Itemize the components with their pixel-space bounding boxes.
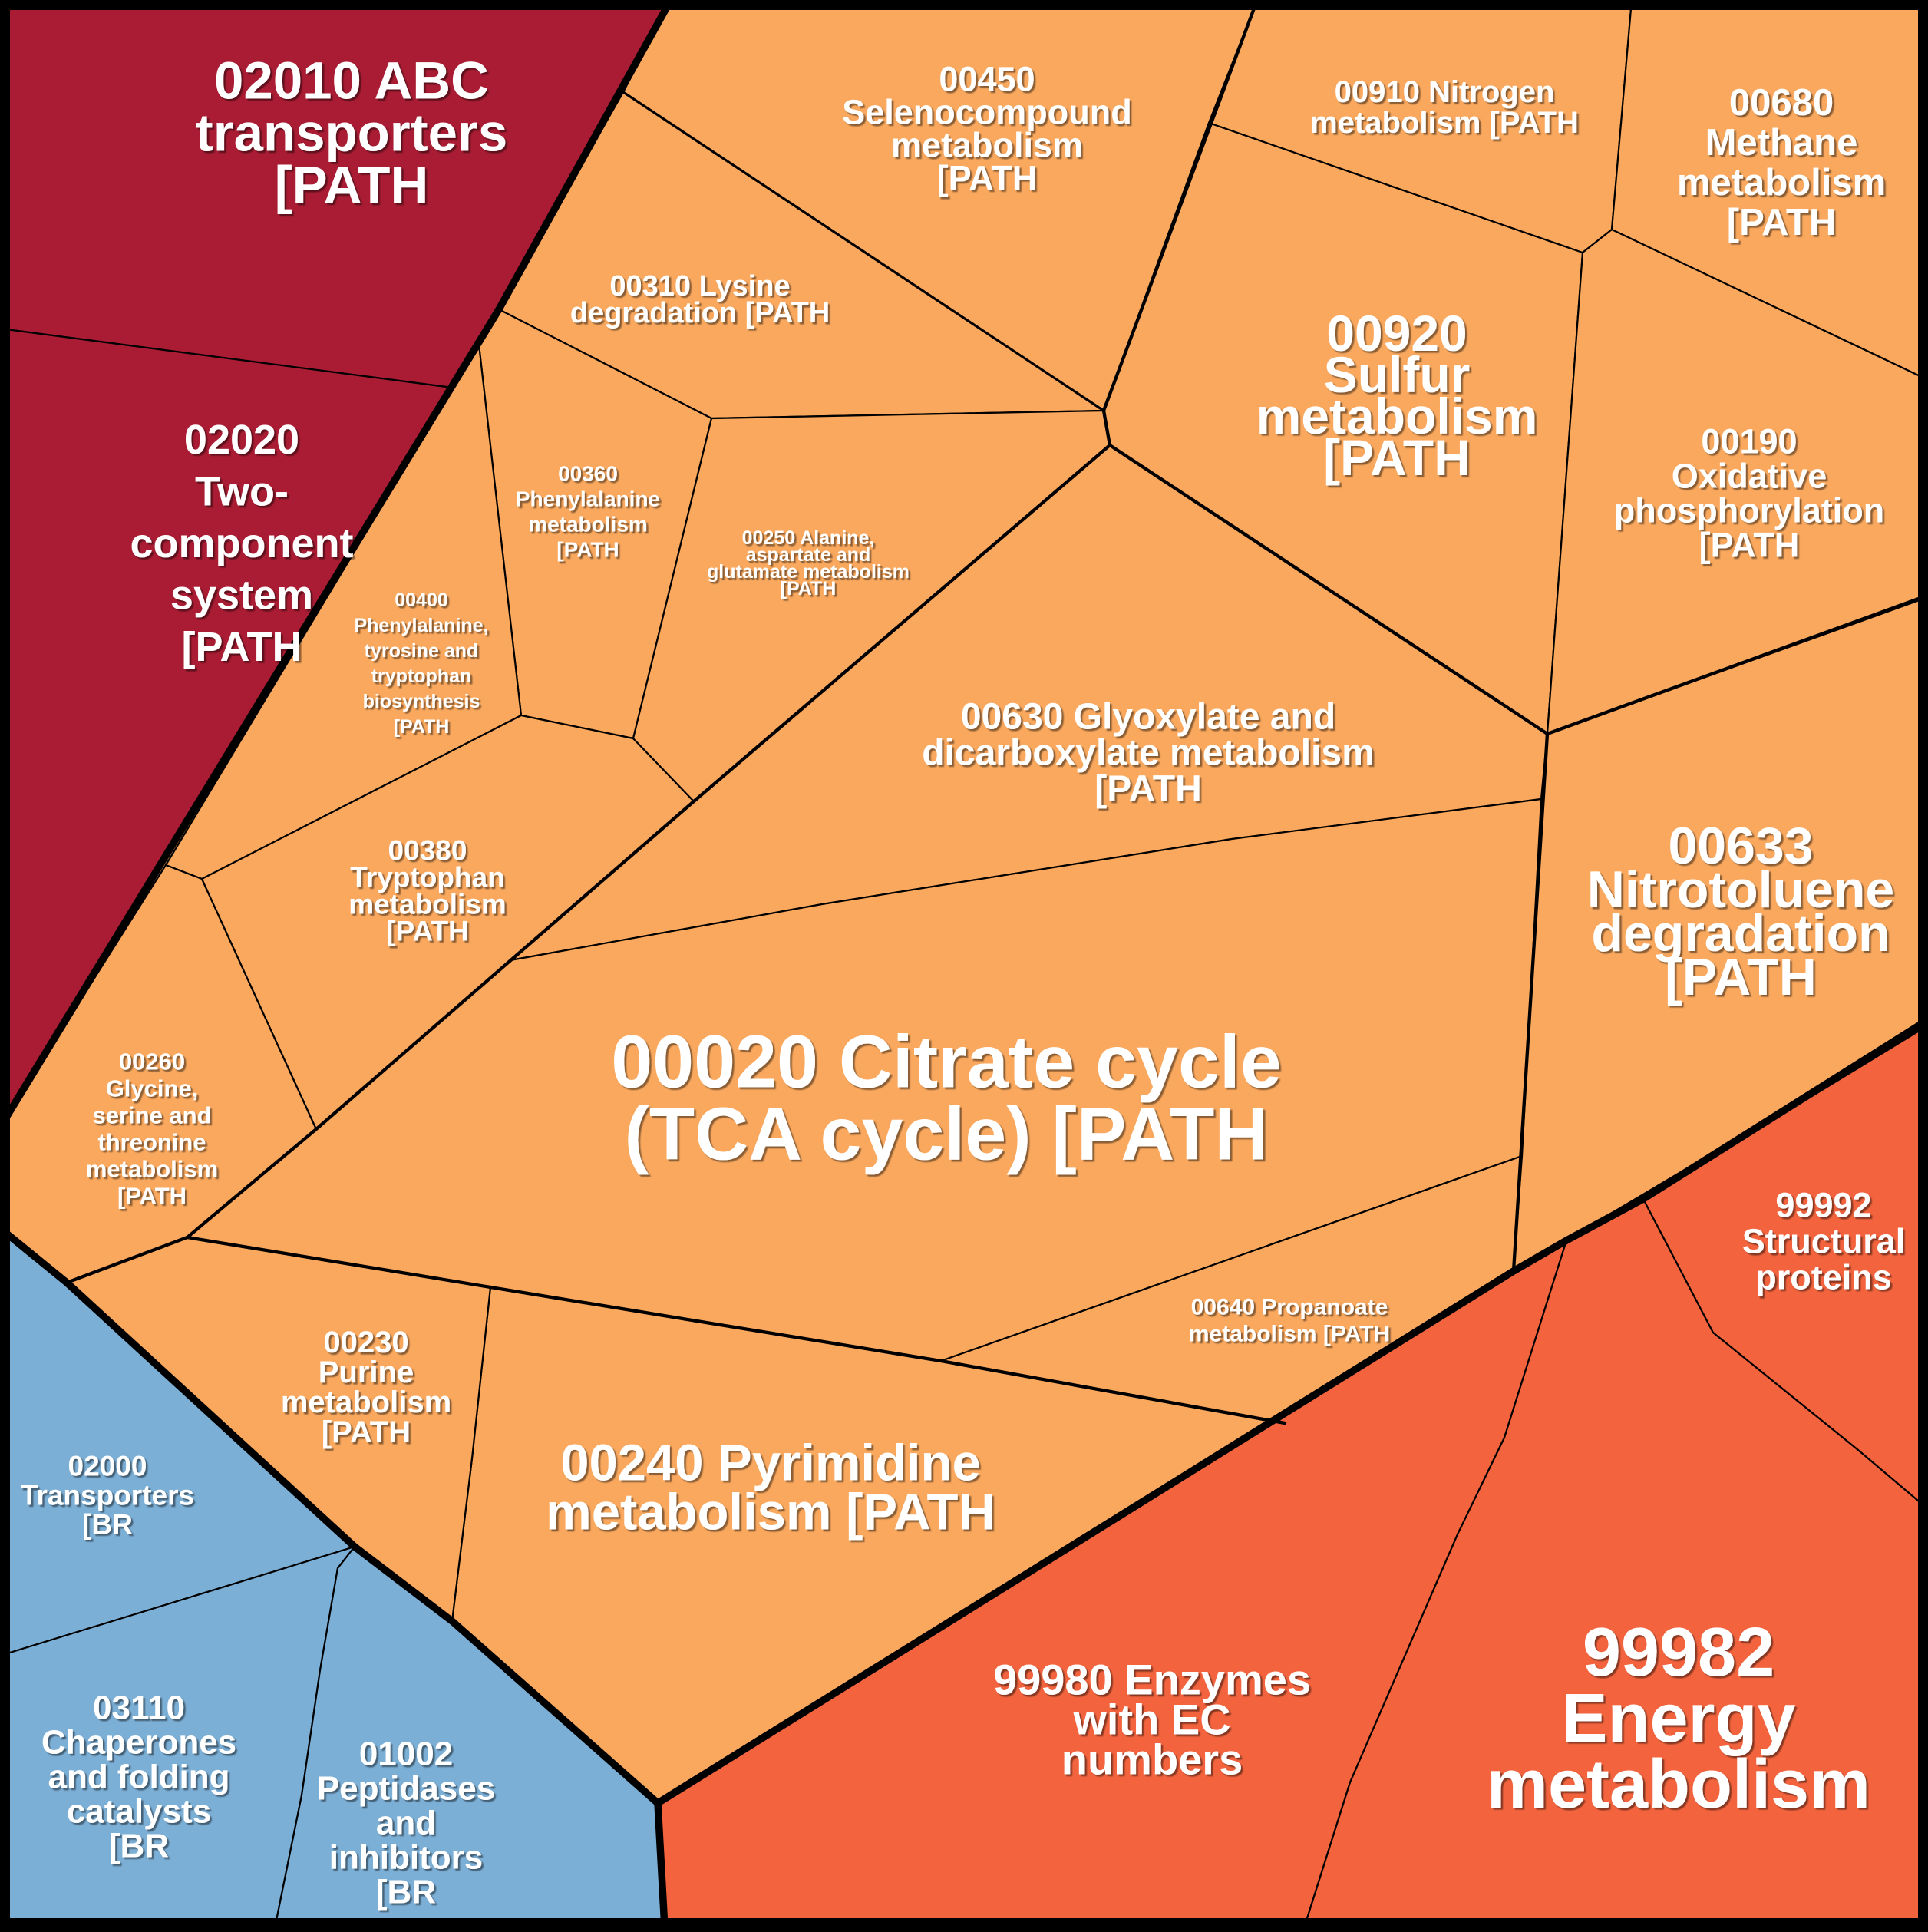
svg-text:aspartate and: aspartate and [746, 544, 871, 566]
svg-text:Methane: Methane [1705, 122, 1858, 163]
svg-text:[PATH: [PATH [117, 1183, 187, 1210]
svg-text:metabolism: metabolism [891, 126, 1083, 165]
svg-text:00630 Glyoxylate and: 00630 Glyoxylate and [961, 697, 1335, 738]
svg-text:numbers: numbers [1061, 1735, 1243, 1784]
svg-text:Energy: Energy [1561, 1680, 1795, 1757]
svg-text:03110: 03110 [93, 1689, 185, 1727]
svg-text:[PATH: [PATH [937, 159, 1038, 198]
svg-text:degradation: degradation [1591, 904, 1890, 963]
svg-text:00260: 00260 [119, 1049, 185, 1075]
svg-text:Nitrotoluene: Nitrotoluene [1587, 860, 1894, 919]
svg-text:[PATH: [PATH [781, 578, 837, 599]
svg-text:[PATH: [PATH [556, 538, 619, 562]
svg-text:[PATH: [PATH [1727, 202, 1836, 243]
svg-text:system: system [170, 573, 313, 619]
svg-text:00450: 00450 [939, 60, 1035, 99]
svg-text:99982: 99982 [1583, 1614, 1774, 1691]
svg-text:metabolism [PATH: metabolism [PATH [1310, 106, 1579, 140]
svg-text:00920: 00920 [1326, 305, 1467, 362]
svg-text:with EC: with EC [1072, 1696, 1230, 1744]
svg-text:Oxidative: Oxidative [1672, 457, 1827, 496]
svg-text:[BR: [BR [82, 1509, 133, 1541]
svg-text:00190: 00190 [1701, 422, 1797, 461]
svg-text:[PATH: [PATH [275, 156, 429, 215]
svg-text:00633: 00633 [1668, 817, 1813, 875]
svg-text:metabolism: metabolism [1677, 162, 1886, 203]
svg-text:Tryptophan: Tryptophan [350, 862, 504, 893]
svg-text:metabolism: metabolism [86, 1156, 218, 1183]
svg-text:metabolism: metabolism [1487, 1746, 1870, 1823]
svg-text:metabolism: metabolism [528, 513, 648, 537]
svg-text:component: component [130, 520, 354, 566]
svg-text:transporters: transporters [196, 104, 507, 163]
svg-text:catalysts: catalysts [67, 1793, 211, 1831]
svg-text:(TCA cycle) [PATH: (TCA cycle) [PATH [625, 1092, 1269, 1176]
svg-text:Phenylalanine,: Phenylalanine, [354, 615, 488, 636]
svg-text:Phenylalanine: Phenylalanine [516, 487, 660, 511]
svg-text:Two-: Two- [195, 469, 289, 515]
svg-text:inhibitors: inhibitors [329, 1839, 483, 1877]
svg-text:proteins: proteins [1755, 1258, 1892, 1297]
svg-text:[BR: [BR [109, 1828, 169, 1865]
svg-text:tyrosine and: tyrosine and [365, 640, 479, 662]
svg-text:Glycine,: Glycine, [106, 1075, 199, 1102]
svg-text:00020 Citrate cycle: 00020 Citrate cycle [611, 1020, 1282, 1104]
svg-text:serine and: serine and [92, 1102, 211, 1129]
svg-text:99992: 99992 [1775, 1186, 1871, 1225]
svg-text:Chaperones: Chaperones [41, 1724, 236, 1762]
svg-text:[PATH: [PATH [1699, 526, 1800, 565]
svg-text:00230: 00230 [323, 1326, 408, 1359]
svg-text:phosphorylation: phosphorylation [1614, 491, 1885, 530]
svg-text:[PATH: [PATH [394, 716, 450, 738]
svg-text:Selenocompound: Selenocompound [842, 93, 1132, 132]
svg-text:00910 Nitrogen: 00910 Nitrogen [1335, 75, 1555, 109]
svg-text:biosynthesis: biosynthesis [363, 691, 480, 712]
svg-text:metabolism: metabolism [1256, 388, 1538, 444]
svg-text:[BR: [BR [376, 1874, 436, 1911]
svg-text:metabolism [PATH: metabolism [PATH [546, 1484, 995, 1541]
svg-text:glutamate metabolism: glutamate metabolism [707, 561, 910, 583]
svg-text:threonine: threonine [97, 1129, 206, 1156]
svg-text:01002: 01002 [359, 1735, 453, 1773]
svg-text:metabolism: metabolism [348, 889, 507, 920]
svg-text:Structural: Structural [1742, 1222, 1906, 1261]
svg-text:00250 Alanine,: 00250 Alanine, [742, 527, 875, 549]
svg-text:02010 ABC: 02010 ABC [214, 51, 489, 111]
svg-text:and: and [376, 1805, 436, 1842]
svg-text:[PATH: [PATH [386, 916, 469, 947]
svg-text:00360: 00360 [558, 462, 618, 486]
svg-text:[PATH: [PATH [1094, 769, 1202, 810]
svg-text:00640 Propanoate: 00640 Propanoate [1191, 1295, 1388, 1320]
svg-text:[PATH: [PATH [1665, 948, 1817, 1006]
svg-text:02000: 02000 [68, 1451, 147, 1482]
svg-text:[PATH: [PATH [322, 1415, 411, 1449]
svg-text:metabolism: metabolism [281, 1385, 451, 1419]
svg-text:99980 Enzymes: 99980 Enzymes [993, 1656, 1311, 1704]
svg-text:Peptidases: Peptidases [317, 1770, 495, 1808]
svg-text:[PATH: [PATH [182, 624, 302, 670]
svg-text:degradation [PATH: degradation [PATH [570, 297, 830, 329]
svg-text:metabolism [PATH: metabolism [PATH [1189, 1322, 1390, 1347]
svg-text:02020: 02020 [184, 417, 299, 463]
svg-text:00380: 00380 [388, 835, 467, 867]
svg-text:00400: 00400 [395, 590, 448, 611]
svg-text:00310 Lysine: 00310 Lysine [609, 270, 790, 302]
svg-text:00240 Pyrimidine: 00240 Pyrimidine [560, 1435, 980, 1492]
svg-text:and folding: and folding [48, 1759, 229, 1796]
svg-text:Transporters: Transporters [21, 1480, 194, 1511]
svg-text:Purine: Purine [319, 1356, 414, 1389]
svg-text:tryptophan: tryptophan [371, 665, 472, 687]
svg-text:Sulfur: Sulfur [1324, 346, 1471, 403]
svg-text:00680: 00680 [1729, 82, 1834, 124]
svg-text:dicarboxylate metabolism: dicarboxylate metabolism [922, 733, 1375, 774]
svg-text:[PATH: [PATH [1323, 429, 1471, 486]
